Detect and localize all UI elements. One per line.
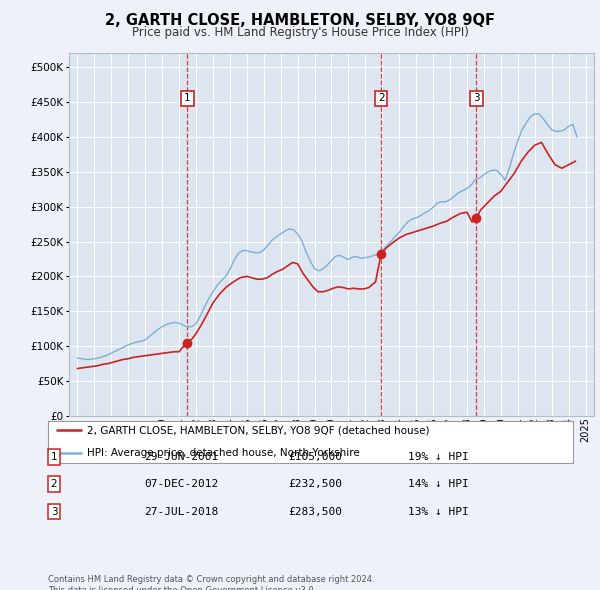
- Text: 29-JUN-2001: 29-JUN-2001: [144, 453, 218, 462]
- Text: 2, GARTH CLOSE, HAMBLETON, SELBY, YO8 9QF (detached house): 2, GARTH CLOSE, HAMBLETON, SELBY, YO8 9Q…: [88, 425, 430, 435]
- Text: 14% ↓ HPI: 14% ↓ HPI: [408, 480, 469, 489]
- Text: £232,500: £232,500: [288, 480, 342, 489]
- Text: £105,000: £105,000: [288, 453, 342, 462]
- Text: 19% ↓ HPI: 19% ↓ HPI: [408, 453, 469, 462]
- Text: 1: 1: [184, 93, 191, 103]
- Text: Price paid vs. HM Land Registry's House Price Index (HPI): Price paid vs. HM Land Registry's House …: [131, 26, 469, 39]
- Text: 1: 1: [50, 453, 58, 462]
- Text: Contains HM Land Registry data © Crown copyright and database right 2024.
This d: Contains HM Land Registry data © Crown c…: [48, 575, 374, 590]
- Text: 07-DEC-2012: 07-DEC-2012: [144, 480, 218, 489]
- Text: 3: 3: [473, 93, 480, 103]
- Text: 13% ↓ HPI: 13% ↓ HPI: [408, 507, 469, 516]
- Text: £283,500: £283,500: [288, 507, 342, 516]
- Text: 2: 2: [378, 93, 385, 103]
- Text: 27-JUL-2018: 27-JUL-2018: [144, 507, 218, 516]
- Text: 2: 2: [50, 480, 58, 489]
- Text: 3: 3: [50, 507, 58, 516]
- Text: 2, GARTH CLOSE, HAMBLETON, SELBY, YO8 9QF: 2, GARTH CLOSE, HAMBLETON, SELBY, YO8 9Q…: [105, 13, 495, 28]
- Text: HPI: Average price, detached house, North Yorkshire: HPI: Average price, detached house, Nort…: [88, 448, 360, 457]
